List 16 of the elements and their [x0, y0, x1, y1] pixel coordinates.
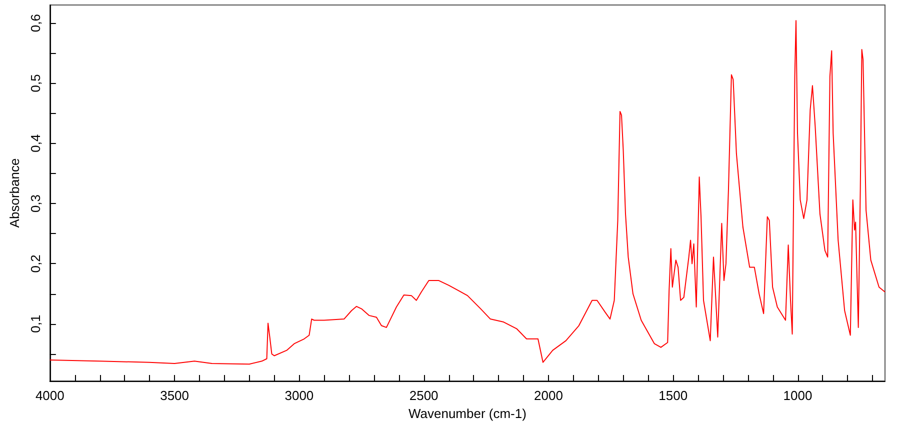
y-tick-label: 0,2: [28, 254, 43, 273]
y-axis-title: Absorbance: [7, 158, 22, 228]
y-tick-label: 0,6: [28, 14, 43, 32]
y-tick-label: 0,4: [28, 134, 43, 152]
x-axis-title: Wavenumber (cm-1): [408, 406, 526, 421]
x-tick-label: 3500: [160, 388, 190, 403]
x-tick-label: 3000: [284, 388, 314, 403]
x-tick-label: 1000: [783, 388, 812, 403]
x-tick-label: 4000: [35, 388, 64, 403]
line-series: [49, 20, 886, 365]
x-tick-label: 2000: [534, 388, 563, 403]
x-tick-label: 2500: [409, 388, 438, 403]
y-tick-label: 0,3: [28, 194, 43, 213]
x-tick-label: 1500: [658, 388, 688, 403]
y-tick-label: 0,1: [28, 314, 43, 333]
y-tick-label: 0,5: [28, 74, 43, 92]
